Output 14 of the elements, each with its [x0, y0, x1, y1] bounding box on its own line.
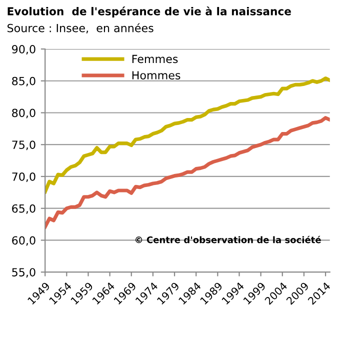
chart-title: Evolution de l'espérance de vie à la naissance — [8, 6, 291, 18]
y-tick-label: 70,0 — [12, 172, 36, 182]
y-tick-label: 55,0 — [12, 268, 36, 278]
legend-label: Femmes — [132, 54, 178, 64]
y-tick-label: 65,0 — [12, 204, 36, 214]
y-tick-label: 60,0 — [12, 236, 36, 246]
y-tick-label: 75,0 — [12, 140, 36, 150]
y-tick-label: 80,0 — [12, 108, 36, 118]
legend-label: Hommes — [132, 71, 180, 80]
annotation: © Centre d'observation de la société — [136, 236, 321, 244]
y-tick-label: 90,0 — [12, 44, 36, 55]
chart-subtitle: Source : Insee, en années — [8, 23, 154, 34]
y-tick-label: 85,0 — [12, 76, 36, 86]
line-series — [45, 116, 330, 229]
